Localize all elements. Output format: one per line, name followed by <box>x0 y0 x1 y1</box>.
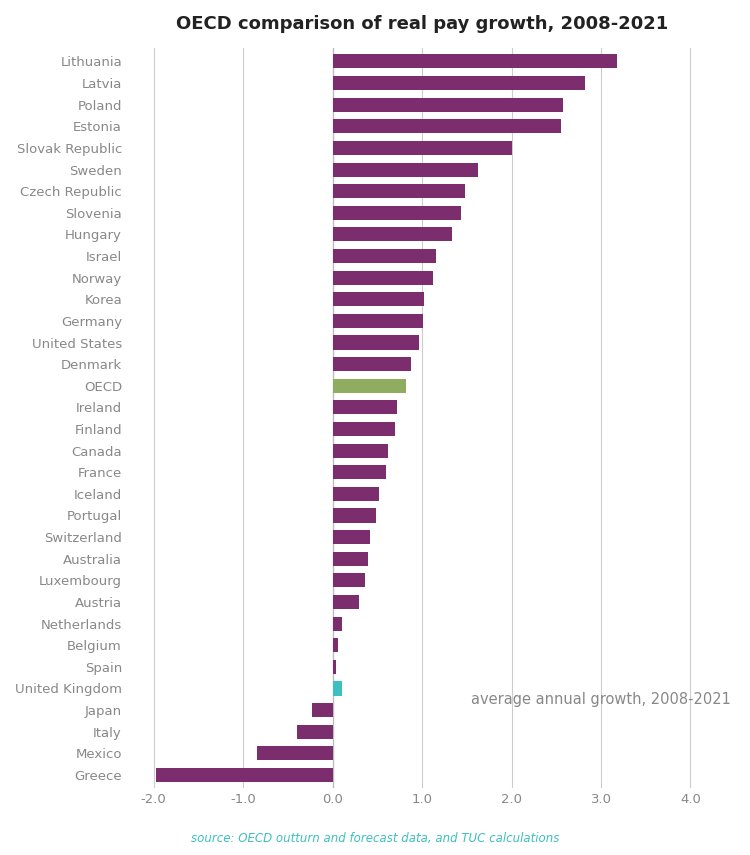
Bar <box>332 227 452 241</box>
Bar <box>332 595 359 609</box>
Bar <box>297 725 332 739</box>
Bar <box>332 444 388 457</box>
Bar <box>332 162 478 177</box>
Bar <box>332 400 397 415</box>
Text: source: OECD outturn and forecast data, and TUC calculations: source: OECD outturn and forecast data, … <box>190 832 560 845</box>
Text: average annual growth, 2008-2021: average annual growth, 2008-2021 <box>471 692 731 707</box>
Bar <box>332 486 380 501</box>
Bar <box>332 206 460 220</box>
Bar <box>332 465 386 480</box>
Bar <box>332 357 411 371</box>
Bar <box>332 55 617 68</box>
Bar <box>332 681 341 695</box>
Bar <box>332 76 585 90</box>
Bar <box>332 551 368 566</box>
Bar <box>332 335 418 350</box>
Bar <box>312 703 332 717</box>
Bar <box>332 292 424 306</box>
Bar <box>332 141 512 155</box>
Bar <box>157 768 332 782</box>
Bar <box>332 119 561 133</box>
Bar <box>332 530 370 544</box>
Bar <box>332 314 423 328</box>
Bar <box>332 638 338 652</box>
Title: OECD comparison of real pay growth, 2008-2021: OECD comparison of real pay growth, 2008… <box>176 15 668 33</box>
Bar <box>332 574 364 587</box>
Bar <box>332 660 336 674</box>
Bar <box>332 97 563 112</box>
Bar <box>332 616 341 631</box>
Bar <box>332 379 406 392</box>
Bar <box>332 509 376 522</box>
Bar <box>332 184 465 198</box>
Bar <box>332 422 395 436</box>
Bar <box>332 249 436 263</box>
Bar <box>256 746 332 760</box>
Bar <box>332 271 433 285</box>
